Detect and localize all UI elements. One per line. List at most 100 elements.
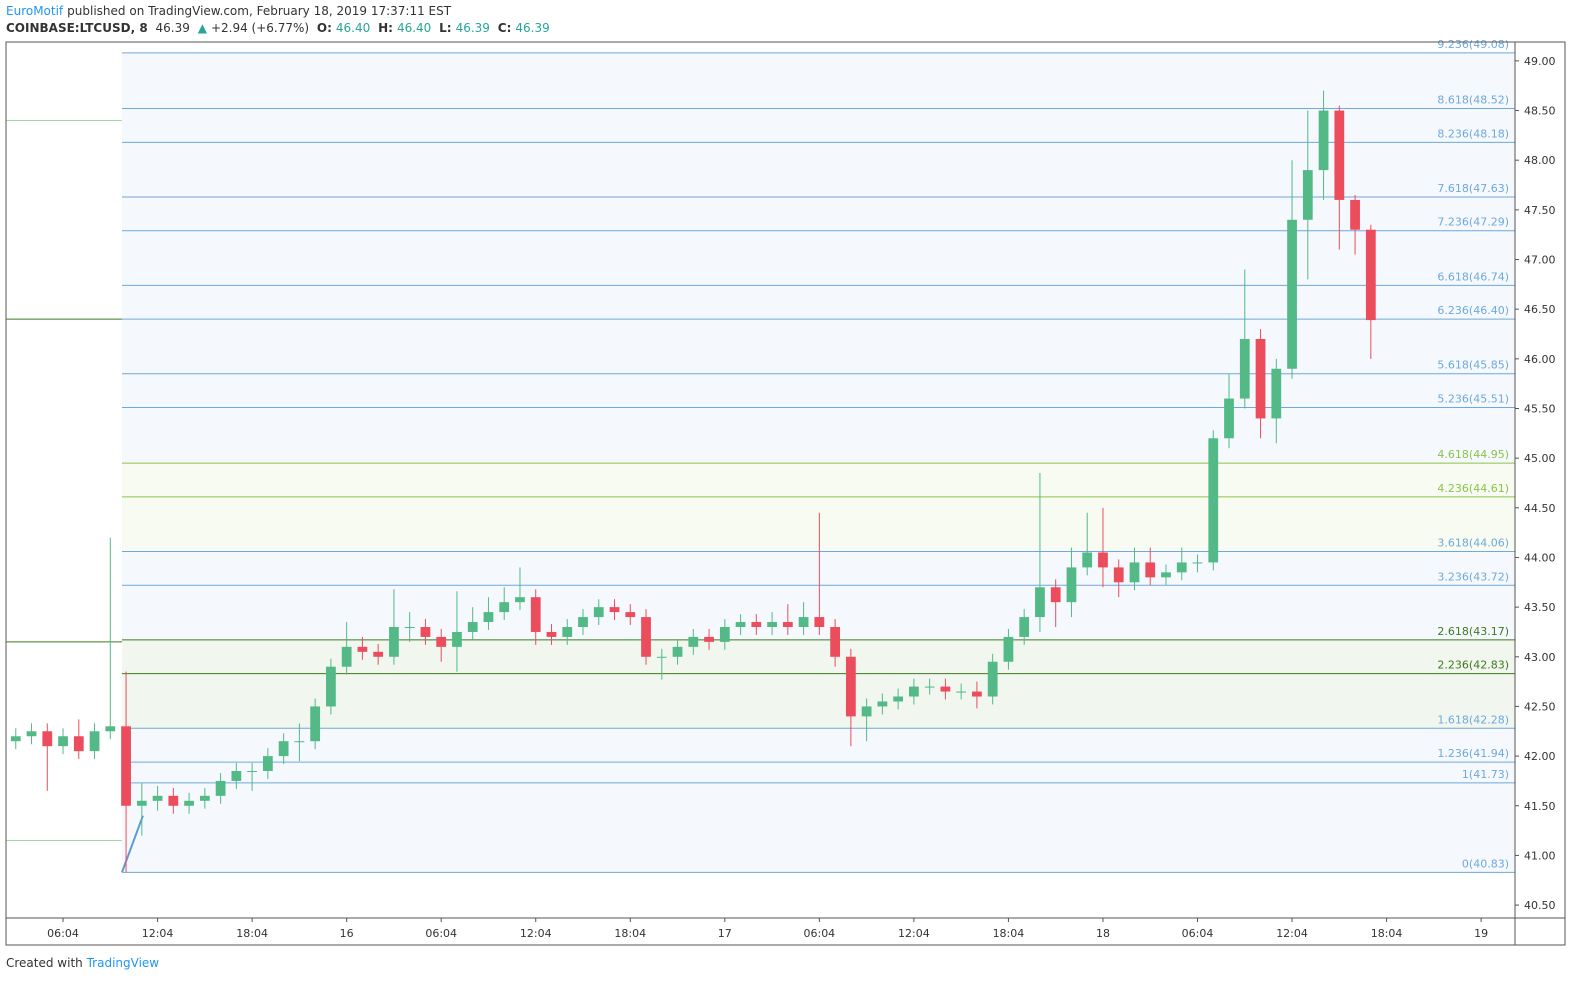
candle-body — [1145, 562, 1156, 578]
candle-body — [1176, 562, 1187, 573]
candle-body — [735, 622, 746, 627]
x-tick-label: 16 — [340, 927, 354, 940]
fib-band — [121, 196, 1515, 231]
x-tick-label: 06:04 — [1182, 927, 1214, 940]
x-tick-label: 06:04 — [803, 927, 835, 940]
candle-body — [420, 626, 431, 637]
candle-body — [105, 726, 116, 732]
candle-body — [924, 686, 935, 688]
fib-band — [121, 639, 1515, 674]
y-tick-label: 46.50 — [1524, 303, 1556, 316]
fib-band — [121, 373, 1515, 408]
candle-body — [1019, 617, 1030, 637]
arrow: ▲ — [197, 21, 207, 35]
candle-body — [58, 736, 68, 747]
candle-body — [294, 741, 305, 743]
candle-body — [136, 800, 147, 806]
y-tick-label: 49.00 — [1524, 55, 1556, 68]
candle-body — [341, 646, 352, 667]
candle-body — [861, 706, 872, 717]
fib-band — [121, 285, 1515, 320]
fib-label: 2.236(42.83) — [1437, 659, 1509, 672]
candle-body — [1192, 562, 1203, 564]
y-tick-label: 43.50 — [1524, 601, 1556, 614]
candle-body — [89, 731, 100, 752]
candle-body — [987, 661, 998, 697]
candle-body — [1318, 110, 1329, 171]
candle-body — [10, 736, 21, 742]
x-tick-label: 18:04 — [993, 927, 1025, 940]
fib-band — [121, 585, 1515, 640]
candle-body — [326, 666, 336, 707]
candle-body — [704, 636, 714, 642]
fib-band — [121, 673, 1515, 729]
trend-line — [121, 815, 144, 873]
y-tick-label: 45.00 — [1524, 452, 1556, 465]
candle-body — [373, 651, 384, 657]
candle-body — [830, 626, 840, 657]
fib-label: 8.236(48.18) — [1437, 127, 1509, 140]
brand[interactable]: TradingView — [86, 956, 160, 970]
candle-body — [247, 771, 258, 773]
fib-band — [121, 463, 1515, 497]
candle-body — [909, 686, 919, 697]
fib-band — [121, 762, 1515, 783]
ohlc-label: L: — [439, 21, 452, 35]
x-tick-label: 19 — [1474, 927, 1488, 940]
candle-body — [262, 756, 273, 772]
candle-body — [1098, 552, 1108, 568]
last-price: 46.39 — [155, 21, 190, 35]
candle-body — [845, 656, 856, 717]
x-tick-label: 18:04 — [614, 927, 646, 940]
fib-label: 7.236(47.29) — [1437, 216, 1509, 229]
fib-label: 1.618(42.28) — [1437, 713, 1509, 726]
candle-body — [656, 656, 667, 658]
candle-body — [215, 780, 226, 796]
y-tick-label: 48.50 — [1524, 105, 1556, 118]
fib-label: 1(41.73) — [1462, 768, 1509, 781]
x-tick-label: 18:04 — [1371, 927, 1403, 940]
candle-body — [168, 795, 179, 806]
candle-body — [357, 646, 368, 652]
y-tick-label: 43.00 — [1524, 651, 1556, 664]
y-tick-label: 47.50 — [1524, 204, 1556, 217]
candle-body — [814, 617, 825, 627]
candle-body — [578, 617, 588, 627]
fib-band — [121, 782, 1515, 873]
published: published on TradingView.com, February 1… — [67, 4, 452, 18]
candle-body — [184, 800, 194, 806]
ohlc-label: O: — [316, 21, 332, 35]
y-tick-label: 42.50 — [1524, 700, 1556, 713]
candle-body — [1082, 552, 1093, 568]
candle-body — [26, 731, 37, 737]
y-tick-label: 44.50 — [1524, 502, 1556, 515]
created-with: Created with — [6, 956, 83, 970]
ohlc-label: H: — [378, 21, 393, 35]
ohlc-value: 46.39 — [455, 21, 490, 35]
fib-band — [121, 407, 1515, 464]
candle-body — [436, 636, 447, 647]
candle-body — [1334, 110, 1345, 200]
candle-body — [641, 617, 651, 657]
candle-body — [1066, 567, 1077, 603]
candle-body — [452, 631, 462, 647]
candle-body — [310, 706, 321, 742]
x-tick-label: 18 — [1096, 927, 1110, 940]
candle-body — [152, 795, 163, 801]
y-tick-label: 42.00 — [1524, 750, 1556, 763]
fib-label: 6.236(46.40) — [1437, 304, 1509, 317]
candle-body — [1302, 170, 1313, 220]
x-tick-label: 18:04 — [236, 927, 268, 940]
y-tick-label: 47.00 — [1524, 254, 1556, 267]
change: +2.94 (+6.77%) — [210, 21, 310, 35]
y-tick-label: 41.00 — [1524, 849, 1556, 862]
fib-label: 2.618(43.17) — [1437, 625, 1509, 638]
footer: Created with TradingView — [6, 956, 159, 970]
fib-label: 6.618(46.74) — [1437, 270, 1509, 283]
candle-body — [1129, 562, 1140, 583]
candle-body — [782, 622, 793, 627]
candle-body — [515, 597, 525, 603]
author[interactable]: EuroMotif — [6, 4, 64, 18]
candle-body — [546, 631, 557, 637]
